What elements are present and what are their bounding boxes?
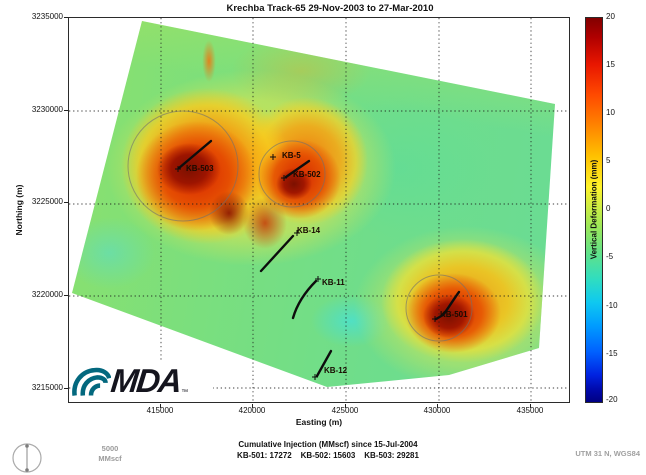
- well-label-kb12: KB-12: [324, 366, 348, 375]
- y-axis-label: Northing (m): [14, 184, 24, 236]
- mda-logo-text: MDA: [109, 362, 183, 399]
- x-tick-mark: [252, 404, 253, 408]
- x-tick-mark: [160, 404, 161, 408]
- crs-note: UTM 31 N, WGS84: [575, 449, 640, 458]
- bubble-scale-unit: MMscf: [98, 454, 122, 463]
- colorbar-tick-label: -10: [606, 301, 618, 310]
- x-tick-label: 420000: [238, 406, 266, 415]
- y-tick-label: 3220000: [31, 290, 63, 299]
- colorbar: [585, 17, 603, 403]
- y-tick-mark: [64, 295, 68, 296]
- y-tick-label: 3215000: [31, 383, 63, 392]
- mda-logo-swirl-icon: [72, 367, 111, 396]
- y-tick-label: 3225000: [31, 197, 63, 206]
- y-tick-mark: [64, 202, 68, 203]
- colorbar-tick-label: -5: [606, 252, 614, 261]
- mda-logo: MDA ™: [71, 360, 213, 402]
- colorbar-tick-label: 0: [606, 204, 611, 213]
- injection-heading: Cumulative Injection (MMscf) since 15-Ju…: [238, 440, 418, 449]
- colorbar-tick-label: 15: [606, 60, 615, 69]
- x-tick-label: 430000: [423, 406, 451, 415]
- colorbar-tick-label: 20: [606, 12, 615, 21]
- x-tick-mark: [530, 404, 531, 408]
- y-tick-mark: [64, 17, 68, 18]
- colorbar-tick-label: -20: [606, 395, 618, 404]
- well-label-kb503: KB-503: [186, 164, 214, 173]
- y-tick-mark: [64, 110, 68, 111]
- colorbar-tick-label: 5: [606, 156, 611, 165]
- colorbar-tick-label: 10: [606, 108, 615, 117]
- well-label-kb14: KB-14: [297, 226, 321, 235]
- well-label-kb501: KB-501: [440, 310, 468, 319]
- well-label-kb5: KB-5: [282, 151, 301, 160]
- chart-title: Krechba Track-65 29-Nov-2003 to 27-Mar-2…: [226, 3, 434, 14]
- colorbar-tick-label: -15: [606, 349, 618, 358]
- x-axis-label: Easting (m): [295, 417, 343, 427]
- x-tick-label: 415000: [146, 406, 174, 415]
- well-label-kb11: KB-11: [322, 278, 345, 287]
- x-tick-label: 435000: [516, 406, 544, 415]
- bubble-scale-legend: 5000 MMscf: [84, 444, 136, 464]
- y-tick-label: 3235000: [31, 12, 63, 21]
- injection-values: KB-501: 17272 KB-502: 15603 KB-503: 2928…: [237, 451, 419, 460]
- x-tick-label: 425000: [331, 406, 359, 415]
- map-plot-area: KB-503 KB-5 KB-502 KB-14 KB-11 KB-12 KB-…: [68, 17, 570, 403]
- bubble-scale-icon: [12, 443, 42, 473]
- y-tick-mark: [64, 388, 68, 389]
- deformation-raster: [72, 21, 555, 387]
- mda-logo-trademark: ™: [181, 389, 189, 396]
- well-label-kb502: KB-502: [293, 170, 321, 179]
- bubble-scale-value: 5000: [101, 444, 119, 453]
- x-tick-mark: [345, 404, 346, 408]
- colorbar-label: Vertical Deformation (mm): [589, 159, 599, 260]
- x-tick-mark: [437, 404, 438, 408]
- y-tick-label: 3230000: [31, 105, 63, 114]
